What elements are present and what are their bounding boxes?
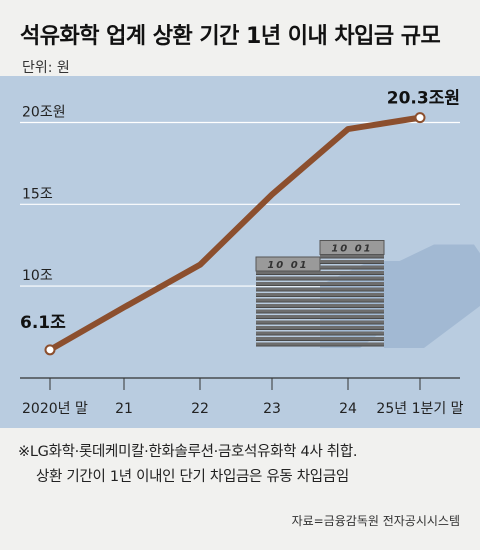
line-chart: 10 01 10 01 10조 15조 20조원 2020년 말 21 22 23 24 25년 … — [20, 89, 480, 417]
series-line — [47, 114, 423, 353]
footnote-line-2: 상환 기간이 1년 이내인 단기 차입금은 유동 차입금임 — [36, 469, 349, 485]
source-label: 자료=금융감독원 전자공시시스템 — [291, 514, 460, 528]
unit-label: 단위: 원 — [22, 60, 70, 76]
money-stack-shadow — [384, 244, 480, 348]
x-tick-label: 24 — [339, 401, 357, 417]
x-tick-label: 23 — [263, 401, 281, 417]
chart-title: 석유화학 업계 상환 기간 1년 이내 차입금 규모 — [20, 24, 441, 49]
svg-text:10 01: 10 01 — [331, 244, 372, 255]
end-value-label: 20.3조원 — [387, 89, 460, 109]
footnote: ※LG화학·롯데케미칼·한화솔루션·금호석유화학 4사 취합. 상환 기간이 1… — [18, 440, 468, 490]
data-point — [414, 112, 426, 124]
footnote-line-1: ※LG화학·롯데케미칼·한화솔루션·금호석유화학 4사 취합. — [18, 444, 358, 460]
chart-background — [0, 76, 480, 428]
data-point — [44, 344, 56, 356]
y-tick-label: 15조 — [22, 186, 53, 202]
y-tick-label: 10조 — [22, 268, 53, 284]
x-tick-label: 22 — [191, 401, 209, 417]
y-tick-label: 20조원 — [22, 105, 66, 121]
x-tick-label: 21 — [115, 401, 133, 417]
start-value-label: 6.1조 — [20, 313, 66, 333]
x-tick-label: 2020년 말 — [22, 401, 88, 417]
money-stack-icon: 10 01 10 01 — [255, 240, 480, 348]
x-tick-label: 25년 1분기 말 — [376, 401, 463, 417]
svg-text:10 01: 10 01 — [267, 260, 308, 271]
